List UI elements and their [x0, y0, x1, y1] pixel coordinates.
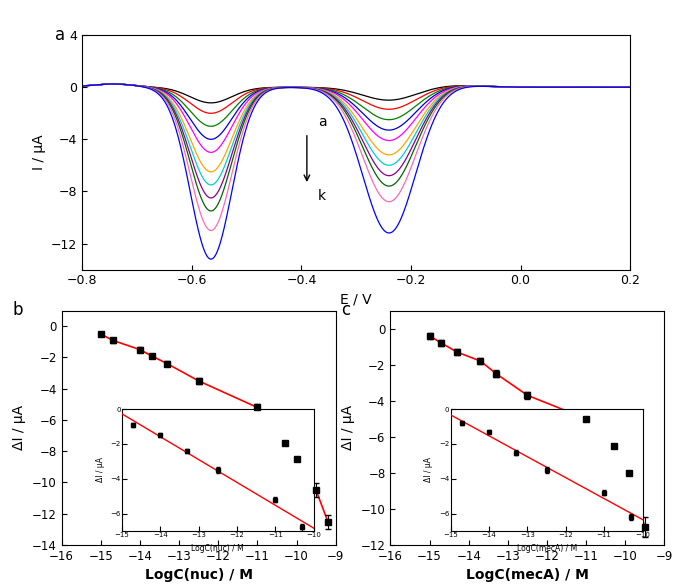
X-axis label: LogC(nuc) / M: LogC(nuc) / M: [145, 568, 253, 582]
Text: a: a: [318, 115, 327, 129]
X-axis label: LogC(mecA) / M: LogC(mecA) / M: [466, 568, 589, 582]
X-axis label: E / V: E / V: [340, 293, 372, 307]
Y-axis label: ΔI / μA: ΔI / μA: [341, 405, 355, 451]
Text: b: b: [12, 301, 23, 319]
Y-axis label: I / μA: I / μA: [32, 135, 45, 170]
Y-axis label: ΔI / μA: ΔI / μA: [12, 405, 26, 451]
Text: c: c: [341, 301, 350, 319]
Text: a: a: [55, 26, 65, 44]
Text: k: k: [318, 189, 326, 203]
